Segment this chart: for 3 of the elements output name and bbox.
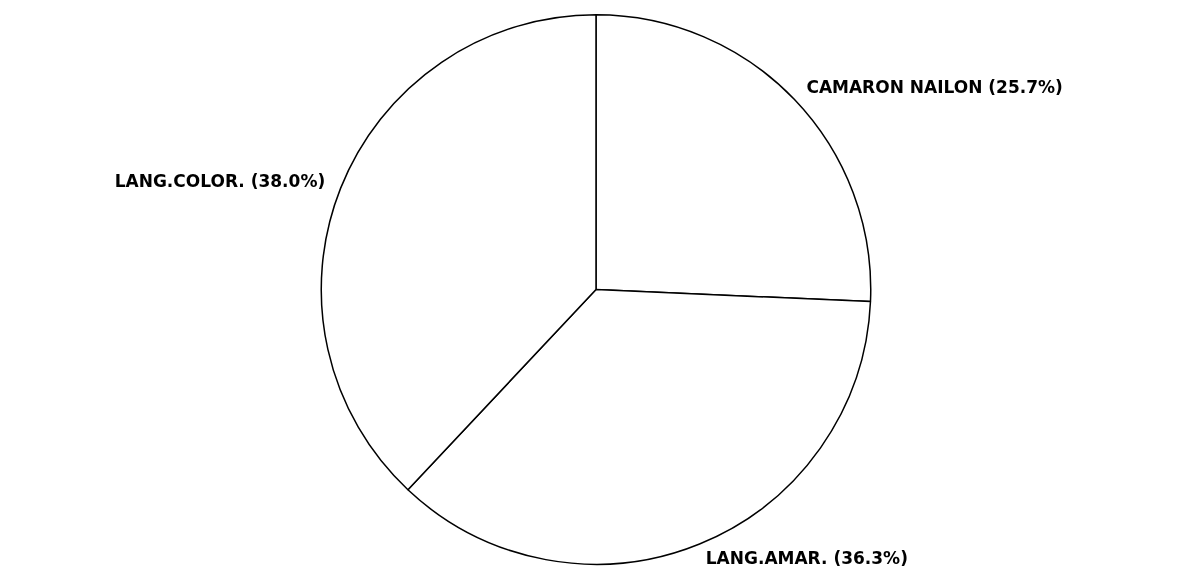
slice-label: CAMARON NAILON (25.7%) [806, 76, 1063, 97]
slice-label: LANG.COLOR. (38.0%) [114, 170, 326, 191]
slice-label: LANG.AMAR. (36.3%) [705, 547, 908, 568]
